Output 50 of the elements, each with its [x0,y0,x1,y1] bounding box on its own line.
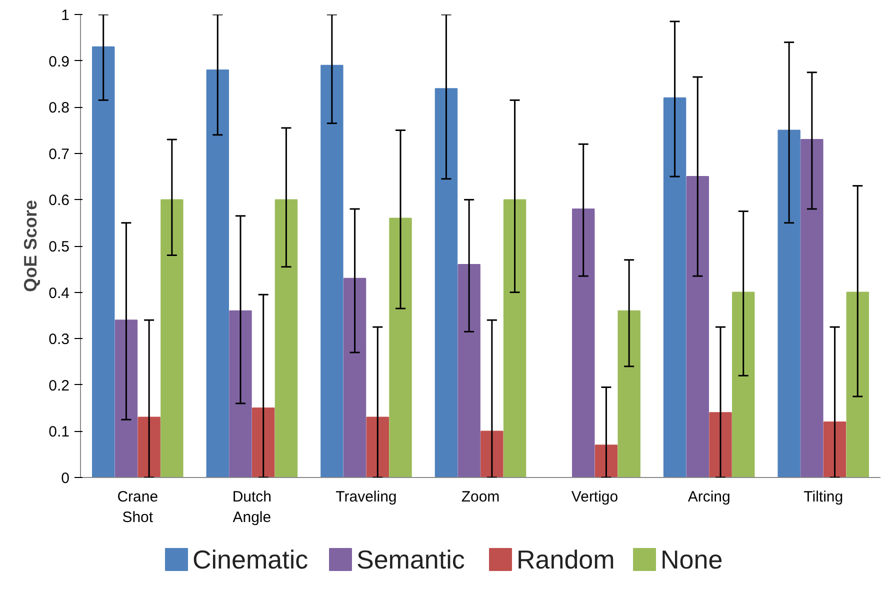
bar [732,292,755,478]
y-tick-label: 0.2 [48,377,70,394]
y-tick-label: 0.1 [48,424,70,441]
y-tick-label: 0.8 [48,100,70,117]
bar [572,208,595,478]
legend-label: Cinematic [192,544,308,574]
bar [92,46,115,478]
bar [229,310,252,478]
bar [206,70,229,478]
x-tick-label: Crane Shot [117,488,158,526]
legend-label: Semantic [356,544,465,574]
x-tick-label: Vertigo [571,488,618,506]
y-tick-label: 0.7 [48,146,70,163]
bar [252,408,275,478]
bar [343,278,366,478]
x-tick-label: Arcing [688,488,730,506]
y-tick-label: 0.5 [48,238,70,256]
x-tick-label: Zoom [461,488,500,506]
legend-label: None [660,544,723,574]
y-axis-title: QoE Score [20,200,41,292]
bar [618,310,640,478]
bar [800,139,824,478]
bar [686,176,709,478]
y-tick-label: 0.3 [48,331,70,348]
bar [389,218,412,478]
bar [114,320,138,478]
y-tick-label: 1 [61,7,70,24]
x-tick-label: Dutch Angle [232,488,272,526]
bar [160,199,184,478]
y-tick-label: 0 [61,470,70,487]
bar [480,430,504,478]
bar [434,88,458,478]
bar [458,264,480,478]
legend-label: Random [516,544,615,574]
bar [366,416,389,478]
bar [274,199,298,478]
bar [823,421,846,478]
bar [778,130,800,478]
bar [320,64,344,478]
bar [846,292,869,478]
x-tick-label: Tilting [804,488,844,506]
x-tick-label: Traveling [336,488,397,506]
bar [138,416,160,478]
bar [503,199,526,478]
y-tick-label: 0.9 [48,53,70,70]
y-tick-label: 0.4 [48,284,70,302]
y-tick-label: 0.6 [48,192,70,210]
bar [594,444,618,478]
bar [709,412,732,478]
bar [663,97,686,478]
